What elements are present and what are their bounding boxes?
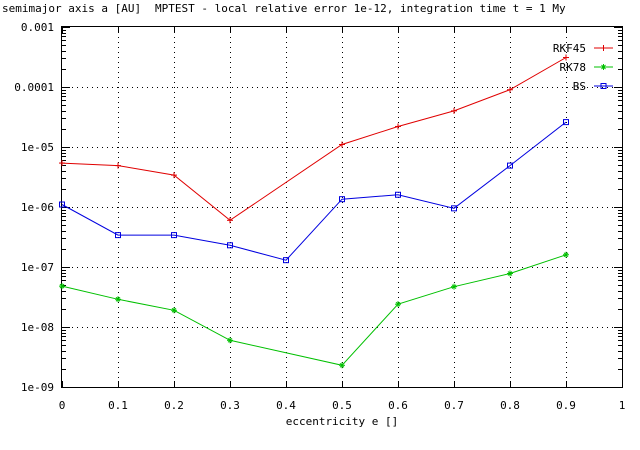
- legend: RKF45 RK78 BS: [553, 42, 613, 93]
- series-bs: [59, 119, 569, 264]
- data-point: [59, 283, 65, 290]
- legend-marker: [600, 83, 607, 89]
- y-axis-label: semimajor axis a [AU]: [2, 2, 141, 15]
- data-point: [339, 362, 345, 369]
- data-point: [395, 191, 401, 198]
- x-tick-label: 0.8: [500, 399, 520, 412]
- y-tick-label: 1e-07: [21, 261, 54, 274]
- legend-label: BS: [573, 80, 586, 93]
- data-point: [227, 337, 233, 344]
- x-axis-label: eccentricity e []: [286, 415, 399, 428]
- data-point: [115, 232, 121, 239]
- data-point: [339, 141, 345, 148]
- data-point: [507, 86, 513, 93]
- data-point: [115, 296, 121, 303]
- x-tick-label: 0.9: [556, 399, 576, 412]
- x-tick-label: 0.2: [164, 399, 184, 412]
- data-point: [563, 251, 569, 258]
- y-tick-label: 0.001: [21, 21, 54, 34]
- data-point: [395, 123, 401, 130]
- x-tick-label: 0.7: [444, 399, 464, 412]
- chart-title: MPTEST - local relative error 1e-12, int…: [155, 2, 566, 15]
- legend-label: RK78: [560, 61, 587, 74]
- series-line-bs: [61, 121, 567, 261]
- x-tick-label: 0.3: [220, 399, 240, 412]
- data-point: [451, 283, 457, 290]
- data-point: [563, 54, 569, 61]
- data-point: [59, 201, 65, 208]
- data-point: [507, 162, 513, 169]
- x-tick-label: 0.4: [276, 399, 296, 412]
- y-tick-label: 1e-08: [21, 321, 54, 334]
- data-point: [395, 301, 401, 308]
- y-tick-label: 1e-06: [21, 201, 54, 214]
- y-tick-label: 0.0001: [14, 81, 54, 94]
- series-group: [59, 54, 569, 369]
- data-point: [227, 217, 233, 224]
- grid: [62, 27, 622, 387]
- x-tick-label: 0.6: [388, 399, 408, 412]
- series-rk78: [59, 251, 569, 369]
- series-rkf45: [59, 54, 569, 224]
- data-point: [59, 160, 65, 167]
- series-line-rk78: [61, 254, 567, 366]
- y-tick-label: 1e-05: [21, 141, 54, 154]
- data-point: [507, 270, 513, 277]
- data-point: [171, 307, 177, 314]
- series-line-rkf45: [61, 57, 567, 221]
- x-tick-label: 0.1: [108, 399, 128, 412]
- data-point: [171, 232, 177, 239]
- x-tick-label: 0: [59, 399, 66, 412]
- x-tick-label: 0.5: [332, 399, 352, 412]
- legend-marker: [600, 45, 607, 51]
- data-point: [227, 242, 233, 249]
- data-point: [451, 205, 457, 212]
- legend-label: RKF45: [553, 42, 586, 55]
- y-tick-label: 1e-09: [21, 381, 54, 394]
- data-point: [171, 172, 177, 179]
- data-point: [283, 257, 289, 264]
- data-point: [563, 119, 569, 126]
- data-point: [451, 107, 457, 114]
- data-point: [115, 162, 121, 169]
- axis-ticks: 0 0.1 0.2 0.3 0.4 0.5 0.6 0.7 0.8 0.9 1 1e-09 1e-08 1…: [14, 21, 625, 412]
- data-point: [339, 196, 345, 203]
- legend-marker: [600, 64, 607, 70]
- x-tick-label: 1: [619, 399, 626, 412]
